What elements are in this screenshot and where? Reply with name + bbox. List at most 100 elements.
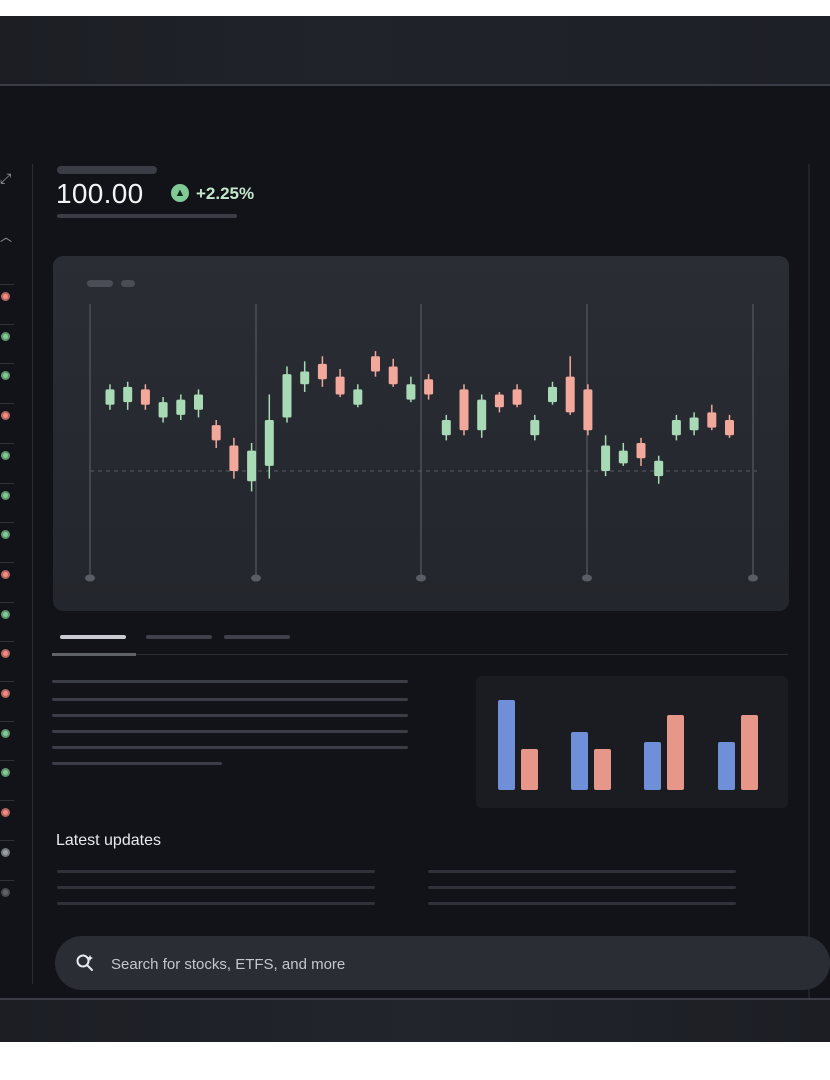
candle-body — [459, 389, 469, 431]
search-input[interactable] — [109, 936, 763, 992]
bar-plot — [498, 700, 758, 790]
status-up-icon — [1, 530, 10, 540]
text-line — [52, 730, 408, 733]
news-line — [57, 870, 375, 873]
watchlist-rail: ⤢ ︿ — [0, 86, 24, 998]
news-line — [428, 886, 736, 889]
chevron-up-icon[interactable]: ︿ — [0, 230, 13, 244]
candle[interactable] — [282, 366, 292, 423]
candle[interactable] — [406, 376, 416, 403]
candle[interactable] — [548, 381, 557, 405]
expand-icon[interactable]: ⤢ — [0, 170, 12, 186]
status-up-icon — [1, 331, 10, 341]
status-down-icon — [1, 689, 10, 698]
bottom-bezel — [0, 998, 830, 1042]
bar — [644, 742, 661, 790]
candle[interactable] — [689, 412, 699, 436]
watchlist-row[interactable] — [0, 681, 14, 721]
candle[interactable] — [671, 414, 681, 441]
watchlist-row[interactable] — [0, 800, 14, 840]
candle[interactable] — [530, 414, 540, 441]
search-icon[interactable] — [74, 952, 96, 974]
status-down-icon — [1, 569, 10, 579]
candle-body — [671, 420, 681, 436]
candle[interactable] — [601, 435, 611, 477]
watchlist-row[interactable] — [0, 641, 14, 681]
candle-body — [176, 399, 186, 415]
x-axis-marker — [416, 574, 426, 582]
device-frame: ⤢ ︿ 100.00 ▲ +2.25% — [0, 16, 830, 1042]
candle-body — [654, 460, 664, 477]
candle[interactable] — [583, 384, 593, 436]
candle[interactable] — [229, 437, 239, 479]
candle[interactable] — [317, 356, 327, 387]
candle[interactable] — [105, 384, 115, 410]
candle-body — [194, 394, 203, 410]
row-separator — [0, 879, 14, 881]
watchlist-row[interactable] — [0, 839, 14, 880]
candle[interactable] — [264, 394, 274, 479]
comparison-bar-chart[interactable] — [476, 676, 788, 808]
news-line — [428, 870, 736, 873]
candle[interactable] — [353, 384, 363, 408]
watchlist-row[interactable] — [0, 760, 14, 800]
candle[interactable] — [494, 391, 504, 413]
candle[interactable] — [140, 384, 150, 410]
candle[interactable] — [123, 381, 133, 410]
row-separator — [0, 482, 14, 484]
watchlist-row[interactable] — [0, 363, 14, 403]
candle-body — [565, 376, 575, 413]
status-down-icon — [1, 292, 10, 301]
candle[interactable] — [158, 397, 168, 423]
candle[interactable] — [388, 358, 398, 387]
watchlist-row[interactable] — [0, 403, 14, 443]
watchlist-row[interactable] — [0, 522, 14, 562]
candle[interactable] — [707, 404, 717, 431]
tab-active[interactable] — [60, 635, 126, 639]
candle-body — [512, 389, 522, 405]
candle[interactable] — [459, 384, 469, 436]
x-axis-marker — [85, 574, 95, 582]
candle[interactable] — [654, 455, 664, 484]
candle[interactable] — [247, 442, 257, 492]
candle[interactable] — [371, 351, 380, 377]
watchlist-row[interactable] — [0, 879, 14, 920]
x-axis-marker — [251, 574, 261, 582]
tab-3[interactable] — [224, 635, 290, 639]
candle[interactable] — [618, 442, 628, 466]
tab-2[interactable] — [146, 635, 212, 639]
candle[interactable] — [565, 356, 575, 415]
candle[interactable] — [211, 420, 221, 449]
bar — [667, 715, 684, 790]
watchlist-row[interactable] — [0, 442, 14, 483]
x-axis-marker — [582, 574, 592, 582]
candle[interactable] — [300, 361, 310, 392]
text-line — [52, 762, 222, 765]
candlestick-plot[interactable] — [53, 256, 789, 611]
status-up-icon — [1, 450, 10, 460]
watchlist-row[interactable] — [0, 601, 14, 642]
candle[interactable] — [194, 389, 203, 418]
candle[interactable] — [477, 394, 487, 438]
status-neutral-icon — [1, 847, 10, 857]
candle[interactable] — [424, 374, 434, 400]
candle[interactable] — [636, 437, 646, 466]
x-axis-marker — [748, 574, 758, 582]
watchlist-row[interactable] — [0, 720, 14, 761]
candle-body — [247, 450, 257, 482]
watchlist-row[interactable] — [0, 284, 14, 324]
candle[interactable] — [335, 369, 345, 398]
watchlist-row[interactable] — [0, 561, 14, 602]
candle[interactable] — [725, 414, 734, 438]
price-subtitle-placeholder — [57, 214, 237, 218]
candle[interactable] — [176, 394, 186, 421]
row-separator — [0, 760, 14, 762]
watchlist-row[interactable] — [0, 482, 14, 523]
watchlist-row[interactable] — [0, 323, 14, 364]
search-bar[interactable] — [55, 936, 830, 992]
candle[interactable] — [512, 384, 522, 408]
candle[interactable] — [441, 414, 451, 441]
candle-body — [317, 363, 327, 380]
status-up-icon — [1, 768, 10, 778]
candlestick-chart[interactable] — [53, 256, 789, 611]
